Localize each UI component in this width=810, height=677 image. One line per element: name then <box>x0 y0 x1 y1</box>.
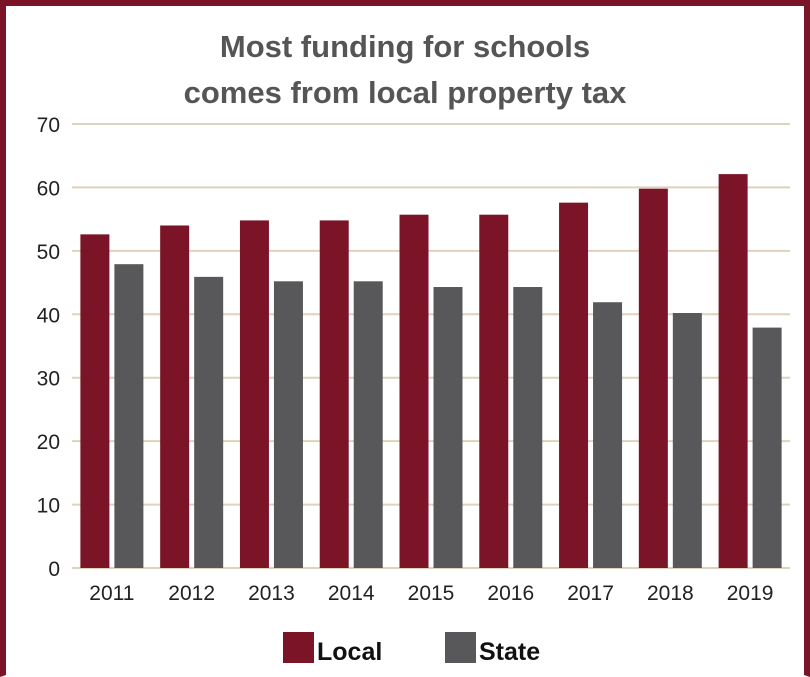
x-tick-label: 2013 <box>248 582 295 605</box>
x-tick-label: 2016 <box>487 582 534 605</box>
bar-local-2014 <box>319 220 349 568</box>
bar-state-2019 <box>752 327 782 568</box>
y-tick-label: 40 <box>37 304 60 327</box>
legend: Local State <box>283 632 540 666</box>
bar-state-2011 <box>114 264 144 568</box>
bars <box>80 174 782 568</box>
chart-title-line-1: Most funding for schools <box>220 29 590 64</box>
x-tick-label: 2019 <box>727 582 774 605</box>
legend-label-state: State <box>479 638 540 666</box>
bar-local-2018 <box>638 188 668 568</box>
bar-local-2011 <box>80 234 110 568</box>
chart-title-line-2: comes from local property tax <box>184 75 628 110</box>
bar-state-2015 <box>433 287 463 568</box>
y-axis-ticks: 0 10 20 30 40 50 60 70 <box>37 114 60 581</box>
y-tick-label: 20 <box>37 431 60 454</box>
legend-swatch-local <box>283 632 314 663</box>
x-tick-label: 2018 <box>647 582 694 605</box>
bar-local-2013 <box>239 220 269 568</box>
x-tick-label: 2011 <box>89 582 134 605</box>
legend-swatch-state <box>445 632 476 663</box>
bar-local-2017 <box>559 202 589 568</box>
x-tick-label: 2017 <box>567 582 614 605</box>
bar-state-2013 <box>273 281 303 568</box>
y-tick-label: 50 <box>37 241 60 264</box>
bar-local-2019 <box>718 174 748 568</box>
bar-state-2014 <box>353 281 383 568</box>
grid-lines <box>72 123 790 569</box>
bar-state-2017 <box>593 302 623 568</box>
x-tick-label: 2012 <box>168 582 215 605</box>
y-tick-label: 30 <box>37 368 60 391</box>
x-axis-ticks: 2011 2012 2013 2014 2015 2016 2017 2018 2019 <box>89 582 773 605</box>
x-tick-label: 2015 <box>408 582 455 605</box>
bar-local-2015 <box>399 214 429 568</box>
legend-label-local: Local <box>317 638 382 666</box>
y-tick-label: 0 <box>48 558 60 581</box>
bar-local-2012 <box>160 225 190 568</box>
bar-state-2016 <box>513 287 543 568</box>
bar-local-2016 <box>479 214 509 568</box>
bar-state-2012 <box>194 276 224 568</box>
y-tick-label: 70 <box>37 114 60 137</box>
bar-state-2018 <box>672 313 702 568</box>
y-tick-label: 60 <box>37 177 60 200</box>
y-tick-label: 10 <box>37 495 60 518</box>
x-tick-label: 2014 <box>328 582 375 605</box>
